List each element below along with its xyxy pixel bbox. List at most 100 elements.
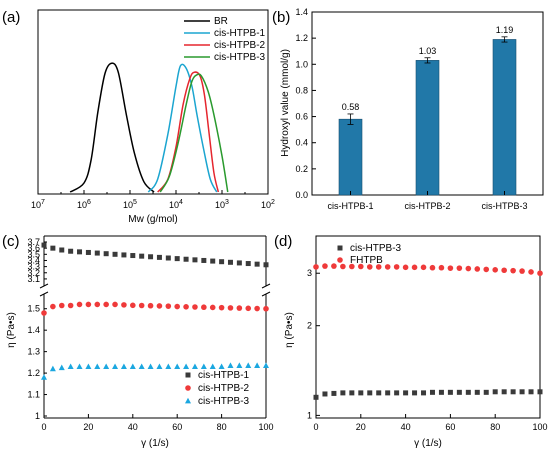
panel-a-xtick-label: 103 bbox=[215, 199, 229, 210]
panel-c-point-2 bbox=[254, 362, 261, 368]
panel-c-xtick-label: 40 bbox=[128, 422, 138, 432]
panel-d-point-0 bbox=[438, 389, 444, 395]
panel-d-point-1 bbox=[474, 266, 481, 272]
panel-d-point-0 bbox=[510, 389, 516, 395]
panel-c-point-2 bbox=[138, 363, 145, 370]
panel-d-point-0 bbox=[528, 389, 534, 395]
panel-c-point-1 bbox=[236, 305, 243, 311]
panel-c-point-1 bbox=[67, 302, 74, 309]
panel-d-point-1 bbox=[366, 264, 373, 270]
panel-d-point-1 bbox=[501, 267, 507, 274]
panel-c-point-0 bbox=[201, 257, 207, 263]
panel-a-curve-1 bbox=[147, 63, 218, 193]
panel-c-point-0 bbox=[156, 254, 162, 260]
panel-c-point-0 bbox=[112, 251, 118, 257]
panel-c-ylabel: η (Pa•s) bbox=[6, 312, 17, 348]
panel-d-point-0 bbox=[537, 389, 543, 395]
panel-c-point-2 bbox=[200, 363, 207, 370]
panel-c-point-0 bbox=[139, 253, 145, 259]
panel-b-ytick-label: 1.4 bbox=[295, 7, 308, 17]
panel-c-ytick-label: 1.2 bbox=[27, 368, 40, 378]
panel-c-point-0 bbox=[254, 261, 260, 267]
panel-c-point-1 bbox=[50, 303, 56, 310]
panel-c-point-2 bbox=[67, 363, 74, 370]
panel-c-point-2 bbox=[263, 362, 269, 368]
panel-c-point-1 bbox=[147, 302, 154, 309]
panel-c-ytick-label: 3.5 bbox=[27, 249, 40, 259]
panel-c-legend-marker bbox=[185, 397, 191, 404]
panel-c-point-0 bbox=[236, 260, 242, 266]
panel-c-point-2 bbox=[85, 363, 92, 370]
panel-c-point-1 bbox=[121, 302, 127, 308]
panel-b-ytick-label: 0.0 bbox=[295, 190, 308, 200]
panel-d-point-1 bbox=[411, 264, 418, 271]
panel-c-break-mark bbox=[261, 291, 271, 297]
panel-c-point-1 bbox=[174, 303, 180, 310]
panel-d-ytick-label: 1 bbox=[307, 410, 312, 420]
panel-d-point-1 bbox=[349, 263, 355, 270]
panel-c-point-0 bbox=[210, 258, 216, 264]
panel-b-ytick-label: 1.2 bbox=[295, 33, 308, 43]
panel-c-point-0 bbox=[50, 245, 56, 251]
panel-d-point-1 bbox=[438, 264, 445, 271]
panel-c-point-2 bbox=[183, 363, 190, 370]
panel-c-point-2 bbox=[41, 374, 47, 380]
panel-d-ytick-label: 2 bbox=[307, 321, 312, 331]
panel-c-xtick-label: 80 bbox=[217, 422, 227, 432]
panel-b-ylabel: Hydroxyl value (mmol/g) bbox=[280, 49, 291, 157]
panel-d-xtick-label: 100 bbox=[532, 422, 547, 432]
panel-b-value-label: 1.03 bbox=[419, 46, 437, 56]
panel-d-point-0 bbox=[519, 389, 525, 395]
panel-d-xtick-label: 20 bbox=[356, 422, 366, 432]
panel-c-ytick-label: 3.1 bbox=[27, 274, 40, 284]
panel-c-point-1 bbox=[165, 303, 172, 309]
panel-d-point-0 bbox=[447, 389, 453, 395]
panel-a-xtick-label: 105 bbox=[123, 199, 137, 210]
panel-d-point-0 bbox=[349, 390, 355, 396]
panel-c-ytick-label: 1.1 bbox=[27, 390, 40, 400]
panel-c-ytick-label: 1.5 bbox=[27, 304, 40, 314]
panel-c-ytick-label: 1.4 bbox=[27, 325, 40, 335]
panel-d-label: (d) bbox=[274, 233, 292, 250]
panel-c-ytick-label: 3.6 bbox=[27, 243, 40, 253]
panel-c-ytick-label: 3.2 bbox=[27, 268, 40, 278]
panel-d-point-0 bbox=[429, 389, 435, 395]
panel-a-label: (a) bbox=[2, 9, 20, 26]
panel-b-ytick-label: 0.8 bbox=[295, 85, 308, 95]
panel-d-point-1 bbox=[313, 264, 319, 270]
panel-c-break-mark bbox=[261, 283, 271, 289]
panel-d-point-0 bbox=[313, 394, 319, 400]
panel-c-point-0 bbox=[219, 259, 225, 265]
panel-c-ytick-label: 3.7 bbox=[27, 237, 40, 247]
panel-c-point-1 bbox=[201, 304, 207, 311]
panel-c-point-1 bbox=[58, 302, 65, 309]
panel-a-legend-label: cis-HTPB-1 bbox=[214, 28, 266, 39]
panel-c-point-2 bbox=[49, 365, 56, 372]
panel-c-point-2 bbox=[112, 363, 119, 370]
panel-b-bar bbox=[338, 118, 363, 196]
panel-c-xtick-label: 20 bbox=[83, 422, 93, 432]
panel-c-point-0 bbox=[245, 261, 251, 267]
panel-b-label: (b) bbox=[272, 9, 290, 26]
panel-d-ytick-label: 3 bbox=[307, 268, 312, 278]
panel-c-point-1 bbox=[218, 304, 225, 311]
panel-c-point-2 bbox=[129, 363, 136, 370]
panel-c-ytick-label: 3.3 bbox=[27, 262, 40, 272]
panel-a-legend-label: BR bbox=[214, 16, 228, 27]
panel-d-point-0 bbox=[483, 389, 489, 395]
panel-b-xtick-label: cis-HTPB-3 bbox=[481, 201, 527, 211]
panel-d-xtick-label: 80 bbox=[490, 422, 500, 432]
panel-d-point-0 bbox=[456, 389, 462, 395]
panel-c-point-1 bbox=[85, 301, 92, 308]
panel-c-point-2 bbox=[94, 363, 101, 370]
panel-c-point-1 bbox=[227, 305, 234, 311]
panel-c-point-0 bbox=[94, 250, 100, 256]
panel-a-curve-0 bbox=[69, 62, 155, 193]
panel-d-point-1 bbox=[492, 267, 499, 273]
panel-b-ytick-label: 0.2 bbox=[295, 164, 308, 174]
panel-c-point-2 bbox=[103, 363, 110, 370]
panel-d-point-0 bbox=[367, 390, 373, 396]
panel-a-curve-3 bbox=[159, 73, 229, 193]
panel-c-point-2 bbox=[165, 363, 172, 370]
panel-d-point-1 bbox=[537, 270, 543, 277]
